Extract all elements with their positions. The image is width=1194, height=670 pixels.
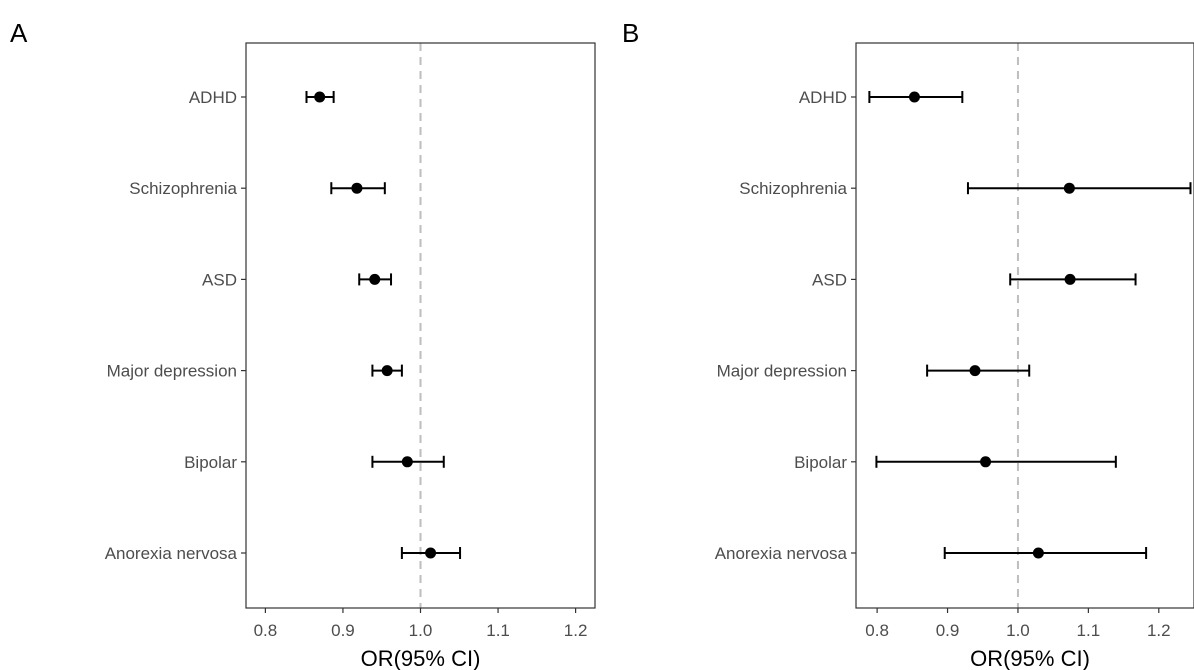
plot-area <box>868 43 1192 608</box>
point-estimate <box>425 547 437 559</box>
y-tick-label: ADHD <box>799 88 847 107</box>
x-tick-label: 1.2 <box>1147 621 1171 640</box>
point-estimate <box>401 456 413 468</box>
y-tick-label: ASD <box>812 270 847 289</box>
x-tick-label: 1.1 <box>1077 621 1101 640</box>
y-tick-label: Major depression <box>107 362 237 381</box>
y-tick-label: Schizophrenia <box>129 179 237 198</box>
y-tick-label: ADHD <box>189 88 237 107</box>
panel-tag: A <box>10 18 28 48</box>
x-tick-label: 0.9 <box>331 621 355 640</box>
x-tick-label: 0.8 <box>254 621 278 640</box>
x-tick-label: 0.8 <box>865 621 889 640</box>
y-tick-label: ASD <box>202 270 237 289</box>
point-estimate <box>381 365 393 377</box>
point-estimate <box>1032 547 1044 559</box>
x-axis-title: OR(95% CI) <box>970 646 1090 670</box>
x-tick-label: 1.0 <box>409 621 433 640</box>
y-tick-label: Bipolar <box>184 453 237 472</box>
point-estimate <box>1063 182 1075 194</box>
point-estimate <box>314 91 326 103</box>
y-tick-label: Anorexia nervosa <box>105 544 238 563</box>
x-tick-label: 0.9 <box>936 621 960 640</box>
x-tick-label: 1.0 <box>1006 621 1030 640</box>
point-estimate <box>980 456 992 468</box>
y-tick-label: Major depression <box>717 362 847 381</box>
y-tick-label: Anorexia nervosa <box>715 544 848 563</box>
point-estimate <box>1064 273 1076 285</box>
x-axis-title: OR(95% CI) <box>361 646 481 670</box>
point-estimate <box>908 91 920 103</box>
panel-b: B ADHD Schizophrenia ASD Major depression Bip… <box>622 18 1194 670</box>
plot-area <box>305 43 462 608</box>
panel-a: A ADHD Schizophrenia ASD Major depression Bip… <box>10 18 596 670</box>
panel-tag: B <box>622 18 639 48</box>
x-tick-label: 1.1 <box>486 621 510 640</box>
panel-border <box>855 42 1194 609</box>
y-tick-label: Schizophrenia <box>739 179 847 198</box>
y-tick-label: Bipolar <box>794 453 847 472</box>
point-estimate <box>369 273 381 285</box>
point-estimate <box>351 182 363 194</box>
point-estimate <box>969 365 981 377</box>
x-tick-label: 1.2 <box>564 621 588 640</box>
